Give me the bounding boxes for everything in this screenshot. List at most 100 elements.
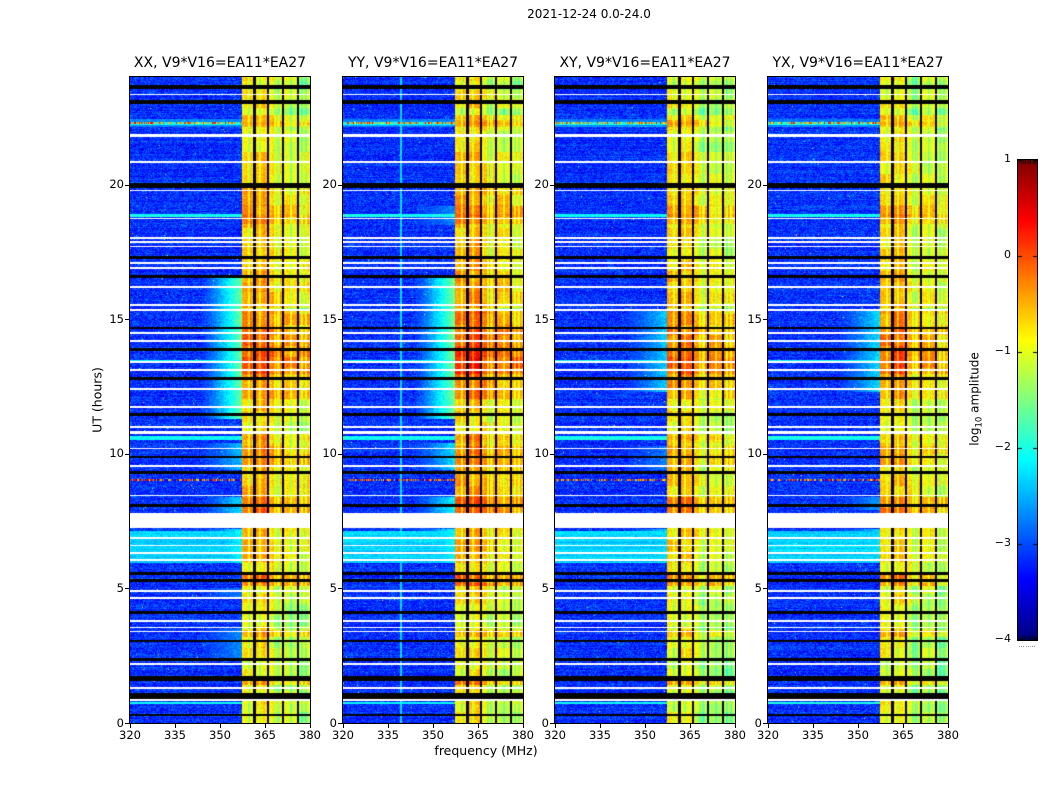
x-tick-label: 350 <box>422 728 444 742</box>
y-tick-mark <box>763 723 767 724</box>
panel-title-yx: YX, V9*V16=EA11*EA27 <box>772 55 944 71</box>
y-tick-label: 20 <box>322 177 337 192</box>
x-tick-mark <box>175 724 176 728</box>
spectrogram-canvas-yx <box>768 77 948 723</box>
y-tick-label: 15 <box>747 311 762 326</box>
x-tick-mark <box>645 724 646 728</box>
panel-title-xx: XX, V9*V16=EA11*EA27 <box>133 55 307 71</box>
y-tick-mark <box>550 185 554 186</box>
colorbar-canvas <box>1018 160 1037 640</box>
x-tick-mark <box>265 724 266 728</box>
colorbar-label-subscript: 10 <box>974 416 985 428</box>
x-tick-label: 365 <box>254 728 276 742</box>
x-tick-mark <box>130 724 131 728</box>
y-tick-mark <box>125 723 129 724</box>
x-tick-label: 380 <box>724 728 746 742</box>
x-tick-mark <box>523 724 524 728</box>
colorbar-tick-label: 1 <box>1004 152 1011 165</box>
panel-xy <box>554 76 736 724</box>
x-tick-mark <box>735 724 736 728</box>
x-tick-label: 365 <box>892 728 914 742</box>
y-tick-mark <box>125 185 129 186</box>
colorbar-label-suffix: amplitude <box>967 352 982 417</box>
y-tick-mark <box>763 319 767 320</box>
y-tick-mark <box>338 588 342 589</box>
x-tick-mark <box>690 724 691 728</box>
x-tick-mark <box>903 724 904 728</box>
y-tick-label: 15 <box>534 311 549 326</box>
x-tick-label: 380 <box>512 728 534 742</box>
colorbar-minor-dot <box>1019 646 1020 647</box>
x-tick-mark <box>813 724 814 728</box>
colorbar-minor-dot <box>1032 646 1034 647</box>
y-tick-mark <box>338 185 342 186</box>
panel-yx <box>767 76 949 724</box>
y-tick-mark <box>550 723 554 724</box>
panel-title-xy: XY, V9*V16=EA11*EA27 <box>559 55 731 71</box>
x-tick-label: 350 <box>209 728 231 742</box>
x-tick-label: 365 <box>467 728 489 742</box>
y-tick-mark <box>125 319 129 320</box>
colorbar-minor-dot <box>1027 646 1029 647</box>
x-tick-mark <box>433 724 434 728</box>
x-tick-mark <box>310 724 311 728</box>
x-tick-mark <box>388 724 389 728</box>
colorbar-tick-label: 0 <box>1004 248 1011 261</box>
x-tick-label: 335 <box>164 728 186 742</box>
x-axis-label: frequency (MHz) <box>434 743 538 758</box>
spectrogram-canvas-yy <box>343 77 523 723</box>
x-tick-label: 320 <box>544 728 566 742</box>
y-tick-mark <box>550 588 554 589</box>
colorbar-tick-label: −4 <box>994 632 1011 645</box>
y-tick-label: 20 <box>747 177 762 192</box>
y-tick-label: 10 <box>109 446 124 461</box>
y-tick-label: 0 <box>329 715 337 730</box>
x-tick-mark <box>555 724 556 728</box>
x-tick-label: 320 <box>757 728 779 742</box>
y-tick-mark <box>338 454 342 455</box>
y-tick-mark <box>550 319 554 320</box>
x-tick-label: 320 <box>119 728 141 742</box>
colorbar-tick-label: −2 <box>994 440 1011 453</box>
y-tick-label: 20 <box>534 177 549 192</box>
y-tick-mark <box>338 723 342 724</box>
x-tick-label: 335 <box>589 728 611 742</box>
panel-yy <box>342 76 524 724</box>
y-tick-mark <box>763 454 767 455</box>
x-tick-mark <box>948 724 949 728</box>
y-tick-mark <box>763 185 767 186</box>
y-tick-mark <box>125 588 129 589</box>
y-tick-label: 5 <box>541 580 549 595</box>
x-tick-label: 380 <box>299 728 321 742</box>
y-tick-label: 15 <box>109 311 124 326</box>
panel-xx <box>129 76 311 724</box>
x-tick-mark <box>768 724 769 728</box>
y-tick-label: 0 <box>541 715 549 730</box>
colorbar-minor-dot <box>1023 646 1025 647</box>
x-tick-label: 335 <box>377 728 399 742</box>
x-tick-label: 350 <box>634 728 656 742</box>
y-tick-label: 15 <box>322 311 337 326</box>
x-tick-label: 365 <box>679 728 701 742</box>
y-tick-label: 5 <box>754 580 762 595</box>
y-tick-label: 10 <box>747 446 762 461</box>
colorbar-label: log10 amplitude <box>967 352 984 446</box>
x-tick-label: 320 <box>332 728 354 742</box>
x-tick-mark <box>600 724 601 728</box>
colorbar-tick-label: −1 <box>994 344 1011 357</box>
colorbar-minor-dot <box>1034 646 1036 647</box>
y-tick-mark <box>550 454 554 455</box>
x-tick-label: 380 <box>937 728 959 742</box>
spectrogram-canvas-xy <box>555 77 735 723</box>
y-tick-label: 20 <box>109 177 124 192</box>
panel-title-yy: YY, V9*V16=EA11*EA27 <box>347 55 519 71</box>
y-tick-mark <box>338 319 342 320</box>
spectrogram-canvas-xx <box>130 77 310 723</box>
y-tick-label: 0 <box>754 715 762 730</box>
x-tick-label: 350 <box>847 728 869 742</box>
colorbar <box>1017 159 1038 641</box>
x-tick-mark <box>858 724 859 728</box>
y-tick-mark <box>763 588 767 589</box>
y-tick-mark <box>125 454 129 455</box>
